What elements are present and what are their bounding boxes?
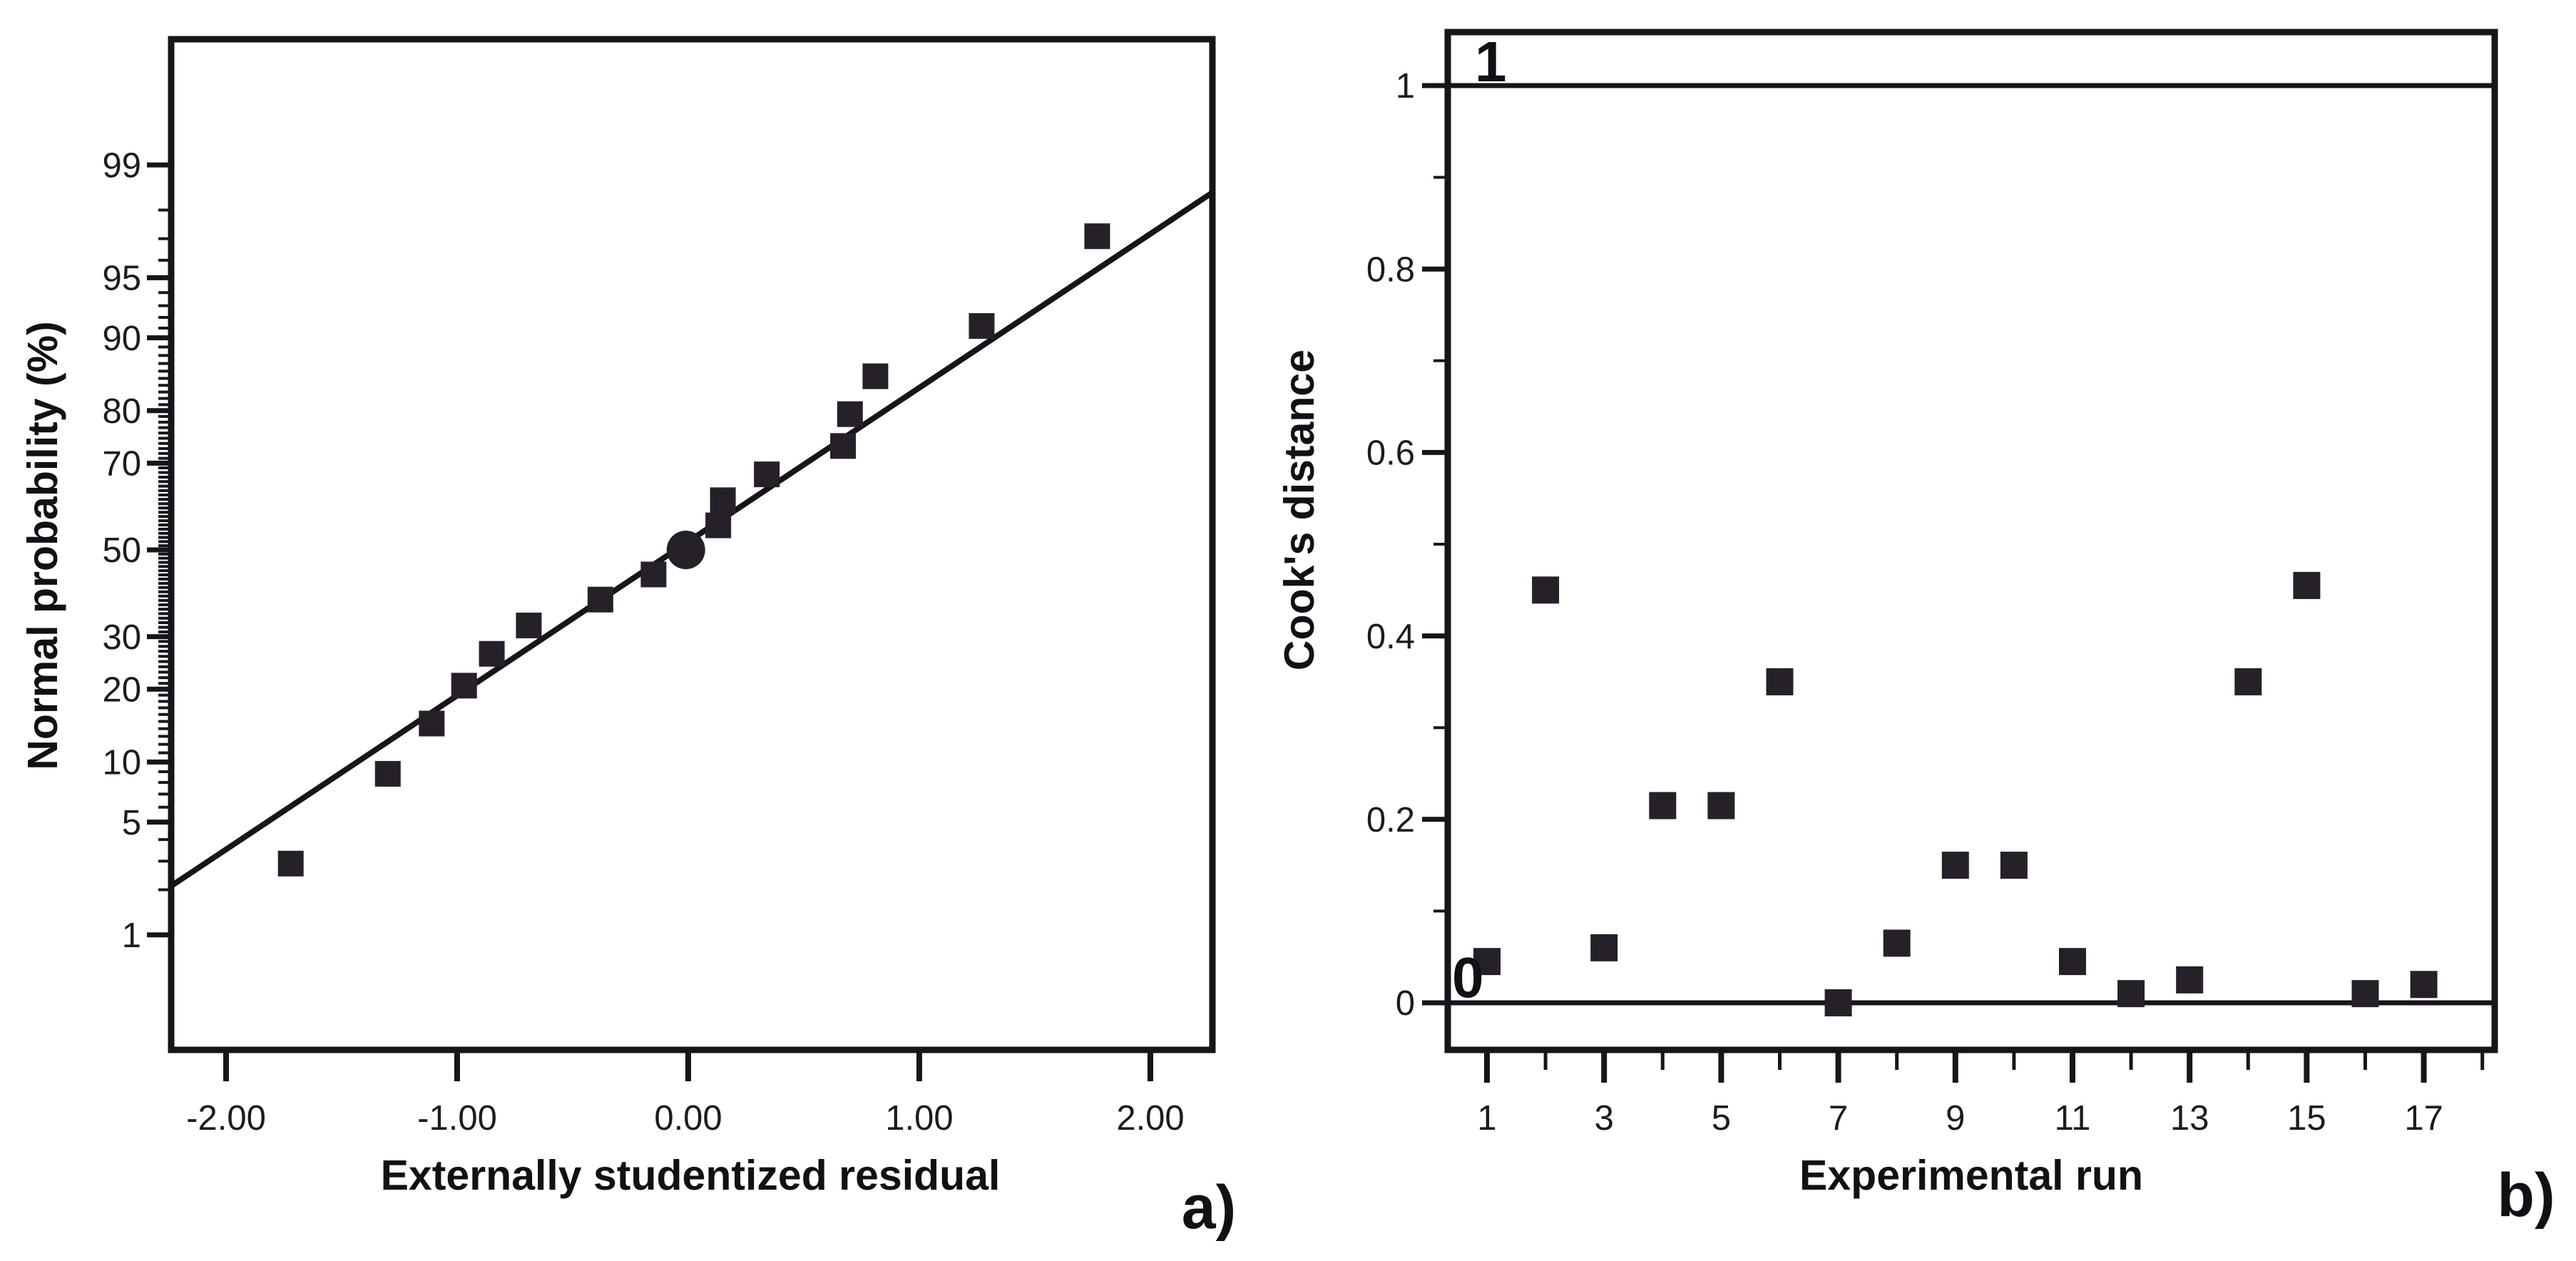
panel-a-x-axis-title: Externally studentized residual: [381, 1152, 1001, 1199]
panel-b-x-axis-title: Experimental run: [1799, 1152, 2143, 1199]
probability-tick-label: 95: [102, 260, 141, 298]
cooks-tick-label: 0.8: [1366, 250, 1415, 289]
data-point-square: [1590, 934, 1618, 961]
data-point-square: [2000, 852, 2028, 879]
data-point-square: [1473, 948, 1501, 976]
data-point-square: [837, 401, 863, 427]
residual-tick-label: 0.00: [654, 1099, 722, 1138]
lower-threshold-label: 0: [1452, 946, 1484, 1009]
probability-tick-label: 99: [102, 146, 141, 185]
upper-threshold-label: 1: [1475, 30, 1507, 93]
data-point-square: [374, 760, 401, 787]
panel-b-letter: b): [2497, 1161, 2555, 1230]
residual-axis-tick-labels: -2.00 -1.00 0.00 1.00 2.00: [186, 1099, 1185, 1138]
run-axis-tick-labels: 1 3 5 7 9 11 13 15 17: [1477, 1099, 2443, 1138]
residual-axis-ticks: [223, 1050, 1153, 1081]
panel-a-y-axis-title: Normal probability (%): [19, 321, 66, 770]
data-point-square: [1883, 929, 1911, 957]
panel-b-plot-border: [1444, 29, 2498, 1053]
data-point-square: [1084, 223, 1110, 250]
data-point-square: [419, 710, 445, 737]
normal-plot-content: [169, 190, 1215, 889]
data-point-square: [754, 461, 780, 488]
probability-tick-label: 30: [102, 618, 141, 657]
data-point-square: [516, 612, 542, 638]
probability-tick-label: 1: [122, 917, 141, 955]
data-point-square: [2059, 948, 2086, 976]
data-point-square: [2351, 980, 2379, 1008]
run-tick-label: 15: [2287, 1099, 2326, 1138]
data-point-square: [968, 313, 995, 340]
cooks-tick-label: 0: [1396, 984, 1415, 1023]
run-axis-ticks: [1484, 1050, 2485, 1083]
probability-tick-label: 50: [102, 531, 141, 570]
run-tick-label: 1: [1477, 1099, 1496, 1138]
run-tick-label: 5: [1712, 1099, 1731, 1138]
residual-tick-label: -1.00: [417, 1099, 497, 1138]
cooks-plot-content: [1448, 83, 2495, 1016]
cooks-tick-label: 0.6: [1366, 434, 1415, 473]
cooks-axis-ticks: [1422, 83, 1448, 1006]
data-point-square: [1649, 792, 1677, 820]
probability-axis-tick-labels: 1 5 10 20 30 50 70 80 90 95 99: [102, 146, 141, 954]
cooks-axis-tick-labels: 0 0.2 0.4 0.6 0.8 1: [1366, 67, 1415, 1023]
panel-normal-probability-plot: 1 5 10 20 30 50 70 80 90 95 99 -2.00 -1.00 0.00 1.00 2…: [19, 36, 1236, 1242]
data-point-square: [2176, 966, 2204, 994]
panel-b-y-axis-title: Cook's distance: [1276, 349, 1323, 670]
probability-tick-label: 70: [102, 444, 141, 483]
panel-cooks-distance-plot: 00.20.40.60.81 1 3 5 7 9 11 13 15 17 1 0 Experim…: [1276, 29, 2555, 1230]
data-point-square: [1532, 576, 1560, 604]
data-point-square: [710, 487, 736, 514]
data-point-square: [479, 640, 505, 667]
probability-tick-label: 10: [102, 743, 141, 782]
probability-tick-label: 5: [122, 804, 141, 842]
data-point-square: [587, 586, 613, 613]
data-point-square: [1766, 668, 1794, 695]
probability-tick-label: 80: [102, 392, 141, 431]
data-point-square: [2410, 971, 2438, 999]
data-point-square: [451, 673, 477, 699]
data-point-square: [2293, 571, 2321, 599]
cooks-tick-label: 0.2: [1366, 801, 1415, 839]
residual-tick-label: 1.00: [885, 1099, 953, 1138]
data-point-square: [2234, 668, 2262, 695]
data-point-square: [640, 561, 667, 588]
residual-tick-label: 2.00: [1116, 1099, 1184, 1138]
run-tick-label: 3: [1595, 1099, 1614, 1138]
panel-a-letter: a): [1182, 1173, 1236, 1242]
run-tick-label: 7: [1829, 1099, 1848, 1138]
data-point-square: [830, 433, 857, 459]
residual-tick-label: -2.00: [186, 1099, 266, 1138]
probability-axis-major-ticks: [147, 162, 171, 938]
run-tick-label: 9: [1946, 1099, 1965, 1138]
probability-tick-label: 90: [102, 320, 141, 358]
run-tick-label: 17: [2404, 1099, 2443, 1138]
cooks-tick-label: 1: [1396, 67, 1415, 106]
data-point-circle: [666, 531, 705, 569]
data-point-square: [2117, 980, 2145, 1008]
data-point-square: [705, 512, 732, 538]
data-point-square: [1707, 792, 1735, 820]
run-tick-label: 13: [2170, 1099, 2209, 1138]
data-point-square: [1941, 852, 1969, 879]
data-point-square: [1824, 989, 1852, 1016]
panel-a-plot-border: [168, 36, 1216, 1053]
cooks-tick-label: 0.4: [1366, 618, 1415, 656]
data-point-square: [277, 850, 304, 877]
run-tick-label: 11: [2055, 1099, 2091, 1138]
probability-tick-label: 20: [102, 670, 141, 709]
data-point-square: [862, 363, 889, 389]
